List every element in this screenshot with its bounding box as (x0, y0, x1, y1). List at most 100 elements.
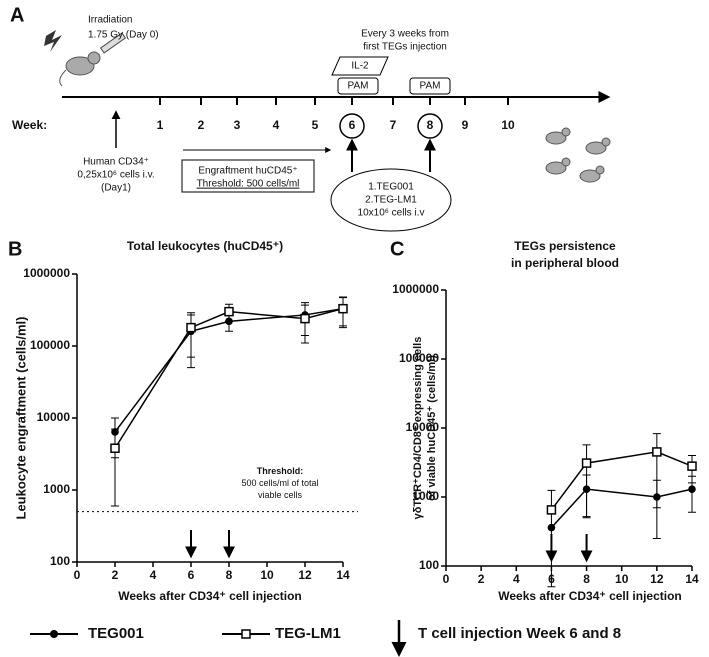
legend-label: TEG001 (88, 625, 144, 642)
week-circle (339, 113, 365, 139)
pam-box (409, 77, 451, 95)
legend-marker (241, 629, 251, 639)
y-tick-label: 100 (419, 558, 439, 572)
x-tick-label: 2 (112, 568, 119, 582)
mouse-icon (59, 51, 101, 87)
panel-letter: B (8, 238, 22, 260)
y-tick-label: 100000 (399, 351, 439, 365)
chart: B Total leukocytes (huCD45⁺) Leukocyte eng… (8, 238, 358, 603)
engraftment-box (181, 159, 315, 193)
chart-subtitle: in peripheral blood (511, 256, 619, 270)
x-tick-label: 0 (443, 572, 450, 586)
week-number: 8 (427, 118, 434, 132)
injection-text: 10x10⁶ cells i.v (358, 208, 425, 219)
point (652, 447, 662, 457)
chart: C TEGs persistence in peripheral blood γδTC… (390, 238, 699, 603)
panel-a: A Irradiation 1.75 Gy (Day 0) Every 3 we… (10, 4, 611, 232)
x-axis-label: Weeks after CD34⁺ cell injection (498, 589, 682, 603)
point (581, 458, 592, 468)
week-ticks: 1 2 3 4 5 6 7 8 9 10 (157, 97, 515, 132)
repeat-note: first TEGs injection (363, 42, 447, 53)
legend-label: TEG-LM1 (275, 625, 341, 642)
y-axis-label: of viable huCD45⁺ (cells/ml) (426, 355, 438, 501)
point (186, 322, 196, 333)
error-bar (301, 304, 309, 344)
pam-label: PAM (420, 81, 441, 92)
il2-box (331, 56, 389, 76)
x-tick-label: 0 (74, 568, 81, 582)
y-tick-label: 1000 (43, 482, 70, 496)
series-line (550, 488, 693, 529)
y-axis-label: γδTCR⁺CD4/CD8⁺ expressing cells (412, 337, 424, 520)
error-bar-line (652, 433, 661, 509)
panel-letter: C (390, 238, 404, 260)
y-tick-label: 1000000 (392, 282, 439, 296)
y-tick-label: 1000 (412, 489, 439, 503)
pam-label: PAM (348, 81, 369, 92)
x-tick-label: 2 (478, 572, 485, 586)
x-tick-label: 8 (226, 568, 233, 582)
x-tick-label: 8 (583, 572, 590, 586)
x-tick-label: 10 (260, 568, 274, 582)
threshold-label: viable cells (258, 490, 303, 500)
y-tick-label: 100 (50, 554, 70, 568)
engraftment-text: Threshold: 500 cells/ml (197, 179, 300, 190)
il2-label: IL-2 (351, 61, 369, 72)
x-tick-label: 6 (188, 568, 195, 582)
error-bar-line (301, 304, 309, 344)
error-bar-line (187, 312, 195, 358)
injection-text: 2.TEG-LM1 (365, 195, 417, 206)
threshold-label: 500 cells/ml of total (241, 478, 318, 488)
error-bar (111, 428, 119, 507)
error-bar (582, 444, 591, 519)
point (110, 443, 120, 454)
x-tick-label: 10 (615, 572, 629, 586)
x-axis-label: Weeks after CD34⁺ cell injection (118, 589, 302, 603)
error-bar-line (582, 444, 591, 519)
point (224, 306, 234, 317)
point (687, 461, 697, 471)
error-bar-line (111, 428, 119, 507)
y-tick-label: 10000 (406, 420, 440, 434)
x-tick-label: 12 (298, 568, 312, 582)
x-tick-label: 14 (336, 568, 350, 582)
cd34-text: Human CD34⁺ (83, 157, 149, 168)
charts: B Total leukocytes (huCD45⁺) Leukocyte eng… (8, 238, 699, 603)
x-tick-label: 14 (685, 572, 699, 586)
week-number: 3 (234, 118, 241, 132)
irradiation-text: Irradiation (88, 15, 132, 26)
week-number: 1 (157, 118, 164, 132)
error-bar (187, 312, 195, 358)
x-tick-label: 12 (650, 572, 664, 586)
error-bar (652, 433, 661, 509)
y-axis-label: Leukocyte engraftment (cells/ml) (13, 317, 28, 520)
week-number: 4 (273, 118, 280, 132)
week-label: Week: (12, 118, 47, 132)
threshold-label: Threshold: (257, 466, 304, 476)
chart-title: Total leukocytes (huCD45⁺) (127, 239, 283, 253)
point (688, 485, 696, 493)
legend-marker (50, 630, 58, 638)
point (338, 303, 348, 314)
week-circle (417, 113, 443, 139)
pam-box (337, 77, 379, 95)
point (300, 313, 310, 324)
chart-title: TEGs persistence (514, 239, 616, 253)
week-number: 5 (312, 118, 319, 132)
week-number: 6 (349, 118, 356, 132)
syringe-icon (99, 32, 127, 54)
repeat-note: Every 3 weeks from (361, 29, 449, 40)
week-number: 2 (198, 118, 205, 132)
legend-note: T cell injection Week 6 and 8 (418, 625, 621, 642)
injection-text: 1.TEG001 (368, 182, 414, 193)
cd34-text: 0,25x10⁶ cells i.v. (77, 170, 154, 181)
legend: TEG001 TEG-LM1 T cell injection Week 6 and… (30, 620, 621, 657)
week-number: 9 (462, 118, 469, 132)
series-line (550, 451, 693, 511)
x-tick-label: 4 (150, 568, 157, 582)
week-number: 10 (501, 118, 515, 132)
y-tick-label: 100000 (30, 338, 70, 352)
lightning-icon (44, 30, 62, 52)
y-tick-label: 1000000 (23, 266, 70, 280)
